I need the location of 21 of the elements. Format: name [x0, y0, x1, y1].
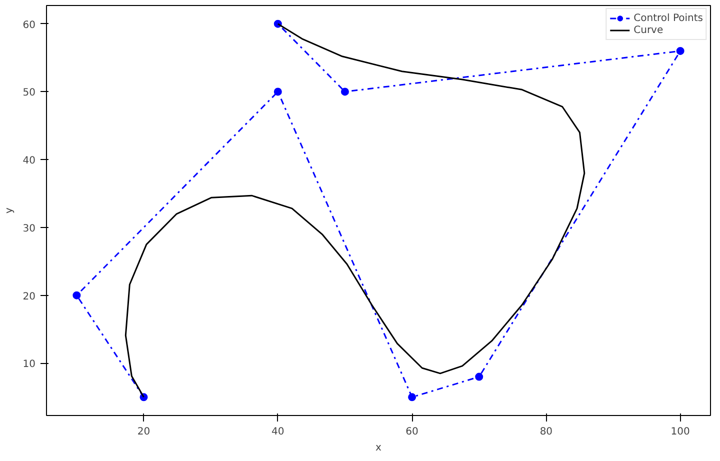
point: [274, 88, 282, 96]
y-axis-title: y: [4, 207, 15, 214]
point: [72, 291, 81, 300]
point: [340, 88, 349, 96]
x-tick-label: 40: [272, 426, 284, 438]
point: [475, 372, 484, 381]
y-tick-label: 20: [22, 291, 36, 302]
y-tick-label: 40: [22, 156, 36, 167]
x-tick-label: 60: [406, 426, 418, 438]
y-tick-label: 50: [22, 88, 36, 99]
legend-label: Curve: [634, 24, 664, 36]
x-tick-label: 20: [137, 426, 150, 438]
point: [676, 46, 684, 55]
point: [408, 393, 416, 402]
y-tick-label: 10: [22, 359, 36, 370]
x-axis-title: x: [376, 442, 382, 454]
y-tick-label: 30: [22, 223, 36, 234]
x-tick-label: 80: [540, 426, 553, 438]
x-tick-label: 100: [670, 426, 690, 438]
legend-label: Control Points: [634, 12, 703, 24]
y-tick-label: 60: [22, 20, 36, 31]
